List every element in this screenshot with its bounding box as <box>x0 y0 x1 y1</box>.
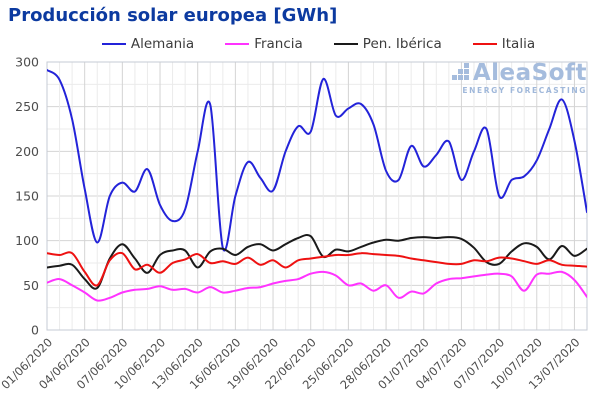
legend-line-swatch-pen-iberica <box>333 43 358 45</box>
legend-item-francia: Francia <box>225 36 303 52</box>
legend-line-swatch-francia <box>225 43 250 45</box>
legend-line-swatch-italia <box>472 43 497 45</box>
legend-label: Francia <box>254 36 303 52</box>
legend-label: Alemania <box>130 36 195 52</box>
y-axis-tick-label: 50 <box>23 278 39 293</box>
series-line-italia <box>47 251 587 287</box>
series-line-francia <box>47 270 587 302</box>
page-title: Producción solar europea [GWh] <box>8 5 338 26</box>
aleasoft-watermark: AleaSoft ENERGY FORECASTING <box>451 60 587 95</box>
y-axis-tick-label: 200 <box>15 144 39 159</box>
y-axis-tick-label: 150 <box>15 189 39 204</box>
plot-border <box>46 61 588 331</box>
y-axis-tick-label: 100 <box>15 233 39 248</box>
watermark-tagline: ENERGY FORECASTING <box>462 86 587 95</box>
legend-label: Pen. Ibérica <box>362 36 442 52</box>
legend-item-pen-iberica: Pen. Ibérica <box>333 36 442 52</box>
series-line-alemania <box>47 69 587 252</box>
series-line-pen-ib-rica <box>47 233 587 290</box>
aleasoft-dots-icon <box>451 63 469 80</box>
y-axis-tick-label: 300 <box>15 55 39 70</box>
legend-line-swatch-alemania <box>101 43 126 45</box>
y-axis-tick-label: 250 <box>15 99 39 114</box>
y-axis-tick-label: 0 <box>31 323 39 338</box>
legend-label: Italia <box>501 36 536 52</box>
legend-item-italia: Italia <box>472 36 536 52</box>
chart-legend: Alemania Francia Pen. Ibérica Italia <box>47 36 590 52</box>
legend-item-alemania: Alemania <box>101 36 195 52</box>
watermark-brand-text: AleaSoft <box>472 60 587 86</box>
